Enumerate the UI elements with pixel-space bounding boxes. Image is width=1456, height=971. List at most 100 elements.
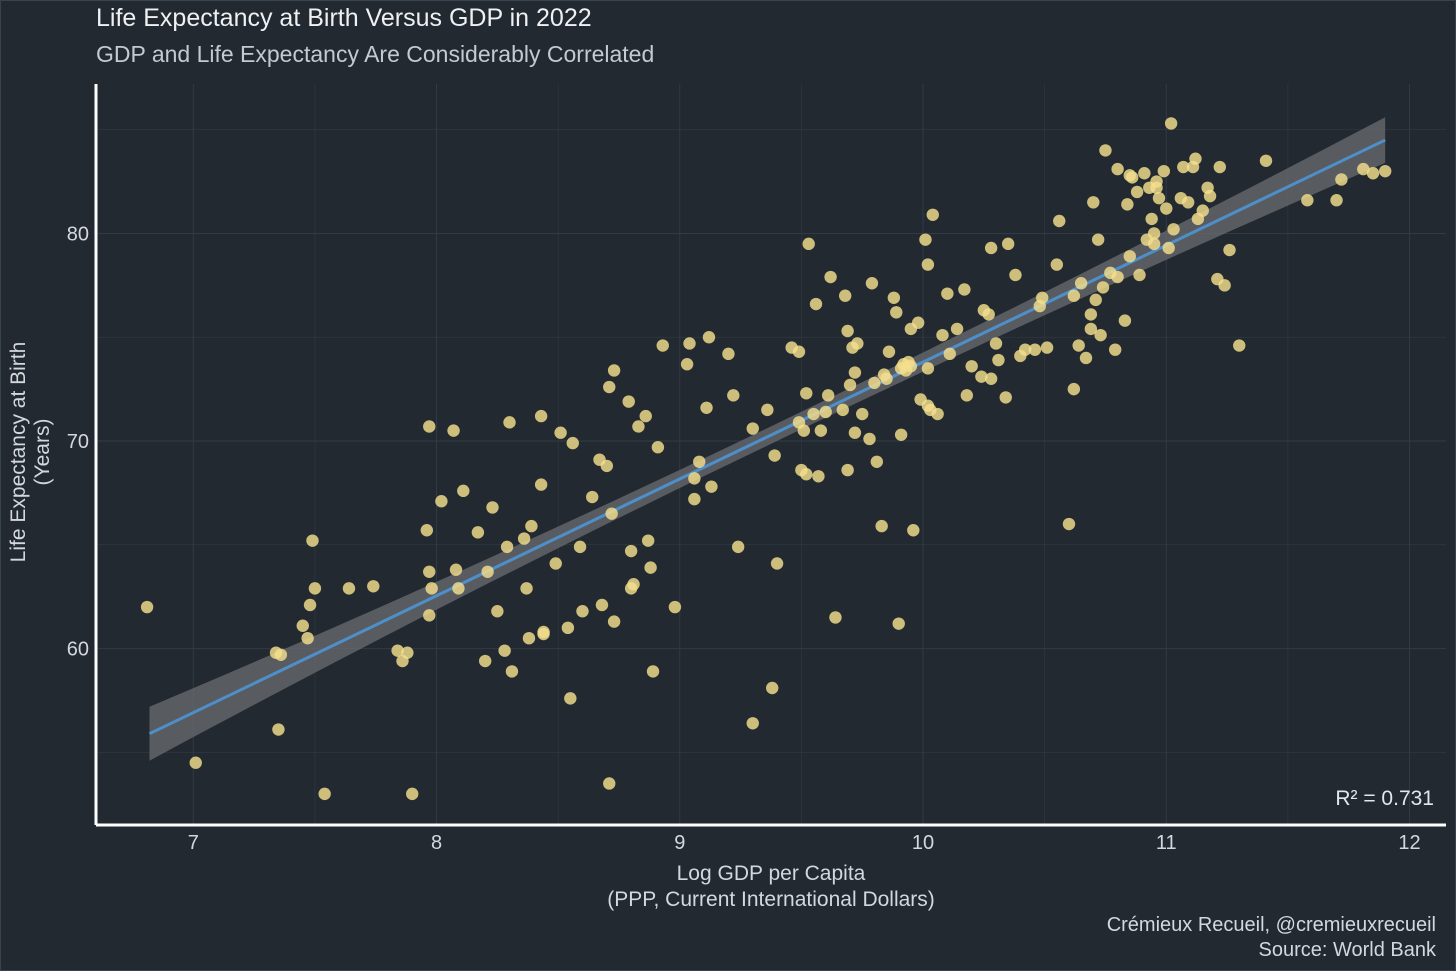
- data-point: [503, 416, 516, 429]
- data-point: [984, 241, 998, 255]
- caption: Crémieux Recueil, @cremieuxrecueil Sourc…: [1107, 913, 1436, 963]
- data-point: [1196, 204, 1209, 217]
- data-point: [1150, 181, 1163, 194]
- data-point: [301, 631, 314, 645]
- x-axis-label-line1: Log GDP per Capita: [676, 862, 866, 885]
- x-tick-label: 12: [1398, 832, 1420, 854]
- data-point: [1138, 167, 1151, 180]
- data-point: [812, 470, 825, 483]
- data-point: [941, 287, 954, 300]
- data-point: [1301, 194, 1314, 207]
- data-point: [688, 472, 701, 485]
- x-tick-label: 10: [912, 832, 934, 854]
- data-point: [982, 308, 995, 321]
- data-point: [457, 484, 470, 498]
- data-point: [573, 540, 587, 554]
- data-point: [607, 364, 621, 377]
- data-point: [965, 360, 978, 373]
- data-point: [1040, 341, 1054, 354]
- x-axis-label: Log GDP per Capita (PPP, Current Interna…: [571, 861, 971, 913]
- data-points: [140, 117, 1392, 801]
- data-point: [1357, 162, 1370, 176]
- data-point: [600, 459, 614, 473]
- data-point: [770, 557, 784, 570]
- data-point: [646, 665, 660, 678]
- data-point: [423, 565, 436, 578]
- data-point: [766, 681, 779, 695]
- data-point: [576, 605, 589, 618]
- data-point: [525, 519, 538, 533]
- data-point: [1079, 351, 1093, 365]
- x-tick-label: 9: [674, 832, 685, 854]
- data-point: [505, 665, 519, 678]
- data-point: [680, 358, 694, 371]
- data-point: [140, 600, 154, 614]
- chart-subtitle: GDP and Life Expectancy Are Considerably…: [96, 41, 655, 67]
- data-point: [639, 409, 652, 423]
- data-point: [306, 534, 319, 547]
- data-point: [1111, 162, 1124, 176]
- data-point: [1089, 293, 1102, 307]
- data-point: [656, 339, 669, 352]
- data-point: [303, 598, 317, 612]
- data-point: [1111, 270, 1124, 284]
- data-point: [746, 422, 759, 435]
- data-point: [607, 615, 621, 628]
- data-point: [688, 492, 701, 506]
- data-point: [894, 428, 908, 441]
- data-point: [534, 409, 548, 423]
- data-point: [984, 372, 998, 385]
- data-point: [875, 519, 888, 533]
- data-point: [1157, 164, 1171, 178]
- data-point: [838, 289, 852, 302]
- data-point: [1233, 339, 1246, 352]
- data-point: [1213, 160, 1226, 174]
- data-point: [1074, 277, 1088, 290]
- data-point: [486, 501, 499, 514]
- data-point: [792, 345, 806, 358]
- data-point: [904, 360, 918, 373]
- data-point: [1050, 258, 1064, 271]
- data-point: [1084, 322, 1098, 336]
- data-point: [1330, 194, 1343, 207]
- data-point: [992, 353, 1005, 367]
- data-point: [958, 283, 971, 296]
- data-point: [943, 347, 956, 361]
- data-point: [921, 258, 935, 271]
- data-point: [1147, 237, 1161, 251]
- data-point: [517, 532, 531, 545]
- data-point: [1121, 198, 1134, 211]
- data-point: [522, 631, 536, 645]
- data-point: [1203, 189, 1217, 203]
- data-point: [999, 391, 1012, 404]
- x-axis-label-line2: (PPP, Current International Dollars): [607, 888, 935, 911]
- data-point: [605, 507, 618, 520]
- data-point: [870, 455, 884, 468]
- data-point: [851, 337, 864, 350]
- data-point: [1108, 343, 1122, 356]
- data-point: [705, 480, 718, 493]
- data-point: [868, 376, 881, 390]
- data-point: [919, 233, 932, 246]
- data-point: [1133, 268, 1146, 282]
- data-point: [308, 582, 322, 595]
- data-point: [700, 401, 713, 414]
- data-point: [727, 389, 740, 402]
- data-point: [693, 455, 706, 468]
- data-point: [391, 644, 404, 657]
- data-point: [887, 291, 901, 304]
- data-point: [318, 787, 331, 801]
- data-point: [561, 621, 575, 635]
- data-point: [800, 468, 813, 481]
- data-point: [809, 297, 823, 311]
- data-point: [189, 756, 202, 769]
- data-point: [481, 565, 494, 578]
- data-point: [425, 582, 438, 595]
- data-point: [498, 644, 511, 657]
- data-point: [406, 787, 419, 801]
- x-tick-label: 8: [431, 832, 442, 854]
- data-point: [447, 424, 460, 437]
- data-point: [856, 407, 869, 421]
- data-point: [936, 328, 949, 342]
